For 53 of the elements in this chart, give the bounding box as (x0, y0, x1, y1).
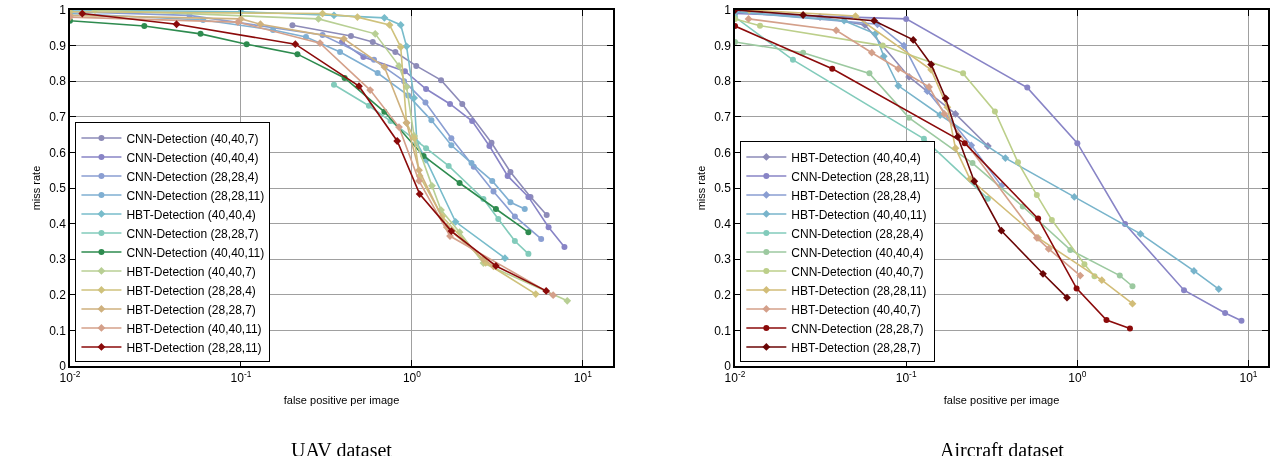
legend-label: HBT-Detection (40,40,7) (126, 264, 256, 279)
y-axis-title: miss rate (30, 165, 43, 211)
legend-label: CNN-Detection (28,28,7) (126, 226, 259, 241)
legend-label: CNN-Detection (40,40,4) (126, 150, 259, 165)
y-tick-label: 0.5 (49, 181, 67, 196)
legend-label: HBT-Detection (28,28,4) (126, 283, 256, 298)
y-tick-label: 0.7 (49, 110, 67, 124)
y-tick-label: 0.7 (714, 110, 732, 124)
y-tick-label: 0.8 (714, 74, 732, 89)
y-tick-label: 0.4 (49, 216, 67, 231)
y-tick-label: 0.6 (49, 145, 67, 160)
legend-label: HBT-Detection (40,40,4) (126, 207, 256, 222)
legend-label: HBT-Detection (40,40,7) (791, 302, 921, 317)
y-tick-label: 0.9 (714, 38, 732, 53)
y-tick-label: 0.3 (49, 252, 67, 267)
y-axis-title: miss rate (695, 165, 708, 211)
legend-label: CNN-Detection (40,40,11) (126, 245, 265, 260)
legend-label: HBT-Detection (28,28,7) (126, 302, 256, 317)
legend-label: HBT-Detection (28,28,4) (791, 188, 921, 203)
legend-label: HBT-Detection (28,28,11) (126, 340, 262, 355)
y-tick-label: 1 (724, 3, 732, 18)
y-tick-label: 0.2 (49, 288, 67, 302)
y-tick-label: 0.4 (714, 216, 732, 231)
legend-label: HBT-Detection (40,40,4) (791, 150, 921, 165)
x-axis-title: false positive per image (943, 393, 1060, 406)
legend-label: CNN-Detection (28,28,11) (126, 188, 265, 203)
y-tick-label: 0.2 (714, 288, 732, 302)
y-tick-label: 0.1 (49, 323, 67, 338)
x-axis-title: false positive per image (283, 393, 400, 406)
y-tick-label: 1 (59, 3, 67, 18)
legend-label: CNN-Detection (40,40,7) (126, 131, 259, 146)
y-tick-label: 0.8 (49, 74, 67, 89)
legend-label: HBT-Detection (28,28,11) (791, 283, 927, 298)
legend-label: HBT-Detection (40,40,11) (791, 207, 927, 222)
y-tick-label: 0.5 (714, 181, 732, 196)
legend-label: CNN-Detection (28,28,7) (791, 321, 924, 336)
y-tick-label: 0.9 (49, 38, 67, 53)
legend-label: HBT-Detection (40,40,11) (126, 321, 262, 336)
legend-label: HBT-Detection (28,28,7) (791, 340, 921, 355)
legend-label: CNN-Detection (28,28,4) (126, 169, 259, 184)
legend-label: CNN-Detection (28,28,11) (791, 169, 930, 184)
x-tick-label: 10$^{0}$ (402, 369, 422, 386)
x-tick-label: 10$^{-1}$ (230, 369, 252, 386)
x-tick-label: 10$^{1}$ (1239, 369, 1258, 386)
legend-label: CNN-Detection (40,40,4) (791, 245, 924, 260)
x-tick-label: 10$^{-1}$ (895, 369, 917, 386)
y-tick-label: 0.6 (714, 145, 732, 160)
x-tick-label: 10$^{1}$ (573, 369, 593, 386)
legend-label: CNN-Detection (40,40,7) (791, 264, 924, 279)
y-tick-label: 0.3 (714, 252, 732, 267)
legend-label: CNN-Detection (28,28,4) (791, 226, 924, 241)
y-tick-label: 0.1 (714, 323, 732, 338)
x-tick-label: 10$^{0}$ (1068, 369, 1087, 386)
